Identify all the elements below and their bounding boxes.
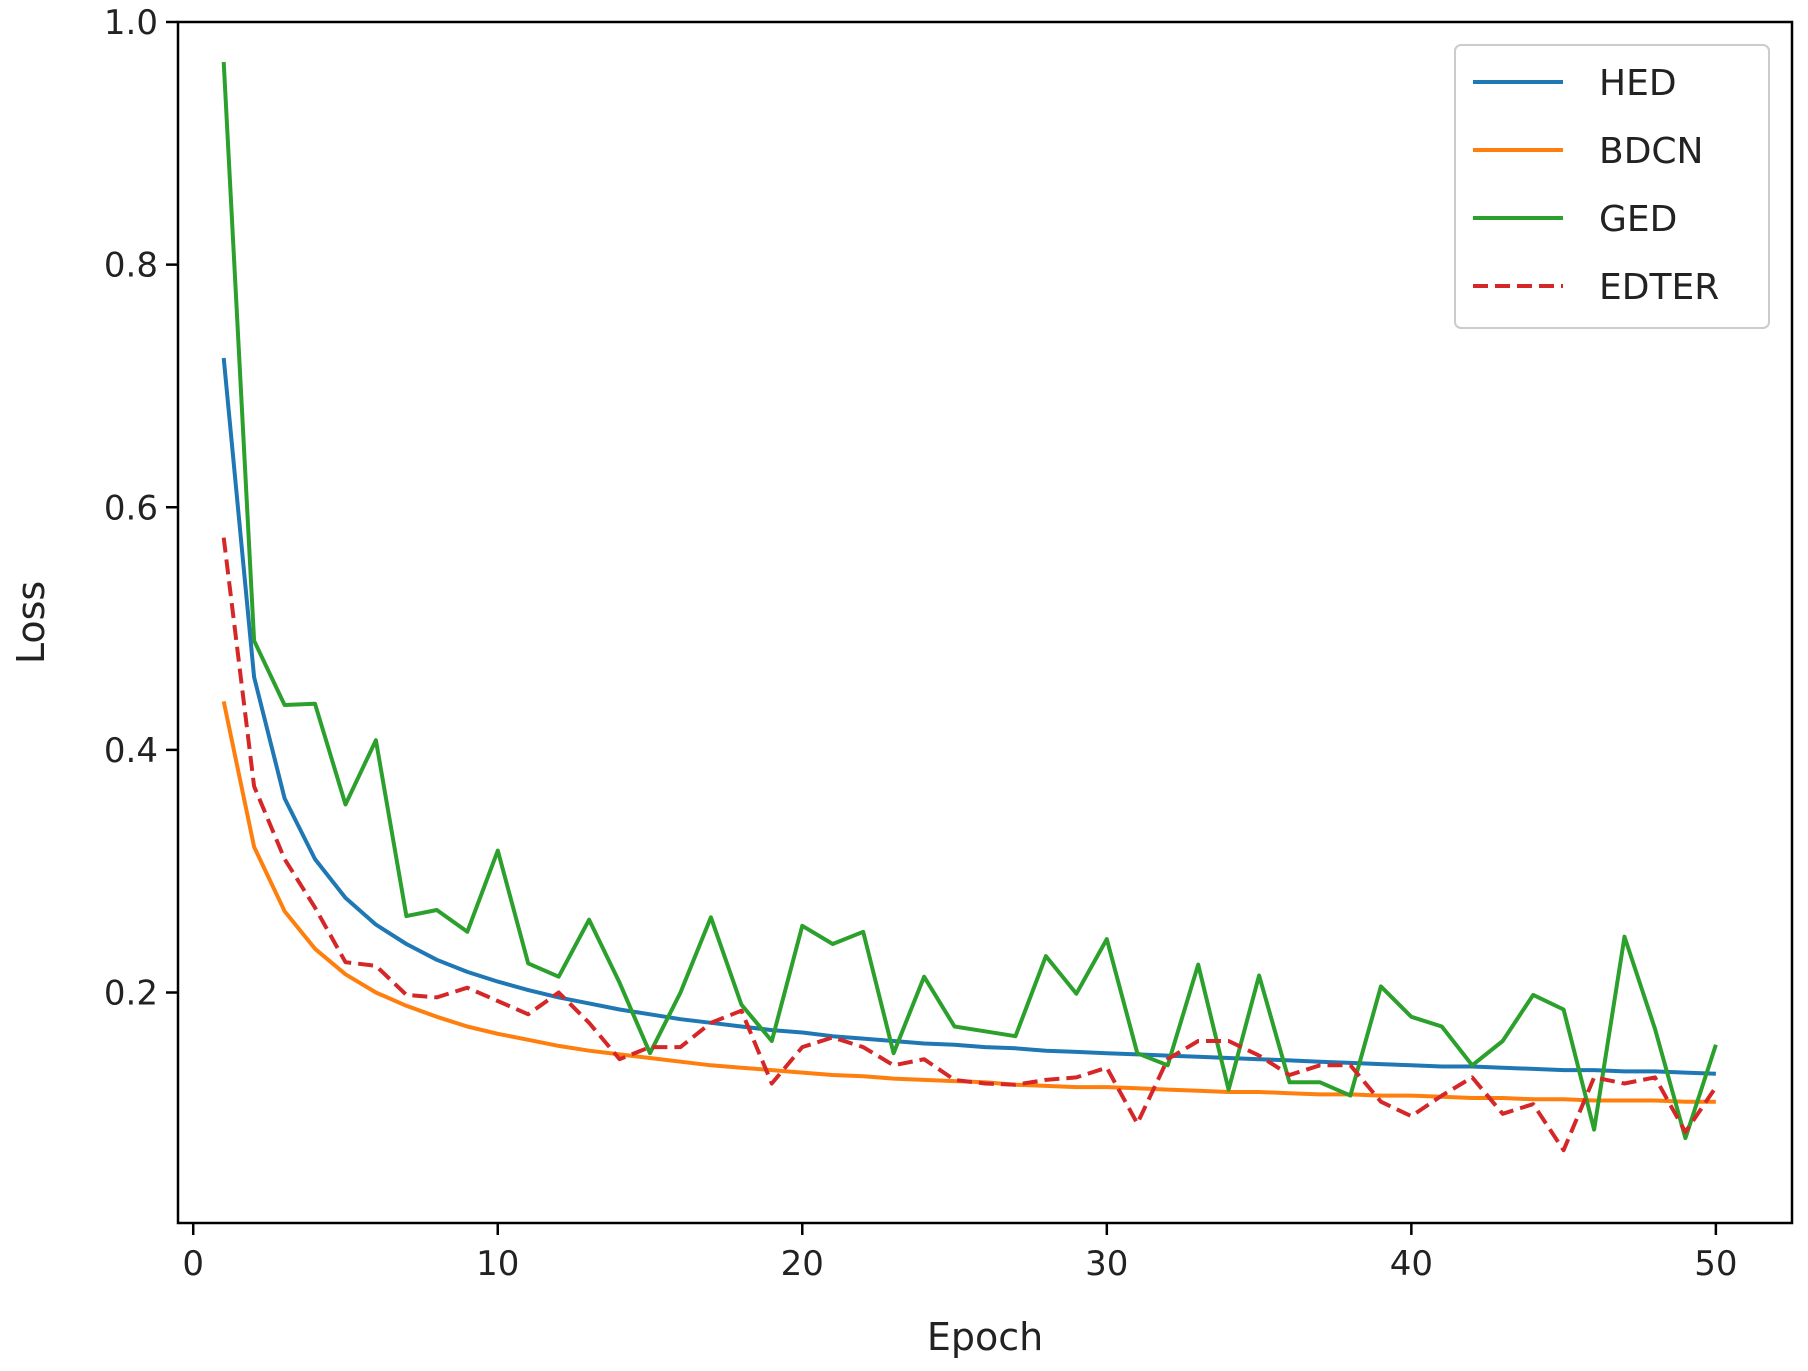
x-axis-title: Epoch: [927, 1315, 1043, 1359]
y-tick-label: 0.2: [104, 974, 158, 1014]
legend-label: HED: [1599, 63, 1677, 104]
y-axis-ticks: 0.2 0.4 0.6 0.8 1.0: [104, 3, 178, 1014]
legend: HED BDCN GED EDTER: [1454, 44, 1770, 329]
series-line-ged: [221, 61, 1718, 1141]
x-tick-label: 30: [1085, 1244, 1128, 1284]
x-tick-label: 40: [1390, 1244, 1433, 1284]
y-tick-label: 0.8: [104, 246, 158, 286]
series-line-hed: [221, 357, 1716, 1076]
x-tick-label: 10: [476, 1244, 519, 1284]
series-line-bdcn: [221, 700, 1716, 1104]
legend-label: BDCN: [1599, 131, 1703, 172]
series-line-edter: [221, 537, 1718, 1153]
x-tick-label: 0: [182, 1244, 204, 1284]
legend-label: GED: [1599, 199, 1677, 240]
x-axis-ticks: 0 10 20 30 40 50: [182, 1223, 1738, 1284]
plot-frame: [176, 20, 1794, 1225]
y-axis-title: Loss: [9, 581, 53, 664]
x-tick-label: 50: [1694, 1244, 1737, 1284]
y-tick-label: 0.4: [104, 731, 158, 771]
y-tick-label: 1.0: [104, 3, 158, 43]
x-tick-label: 20: [781, 1244, 824, 1284]
legend-box: [1454, 44, 1770, 329]
legend-label: EDTER: [1599, 267, 1719, 308]
y-tick-label: 0.6: [104, 488, 158, 528]
plot-lines: [221, 61, 1718, 1153]
